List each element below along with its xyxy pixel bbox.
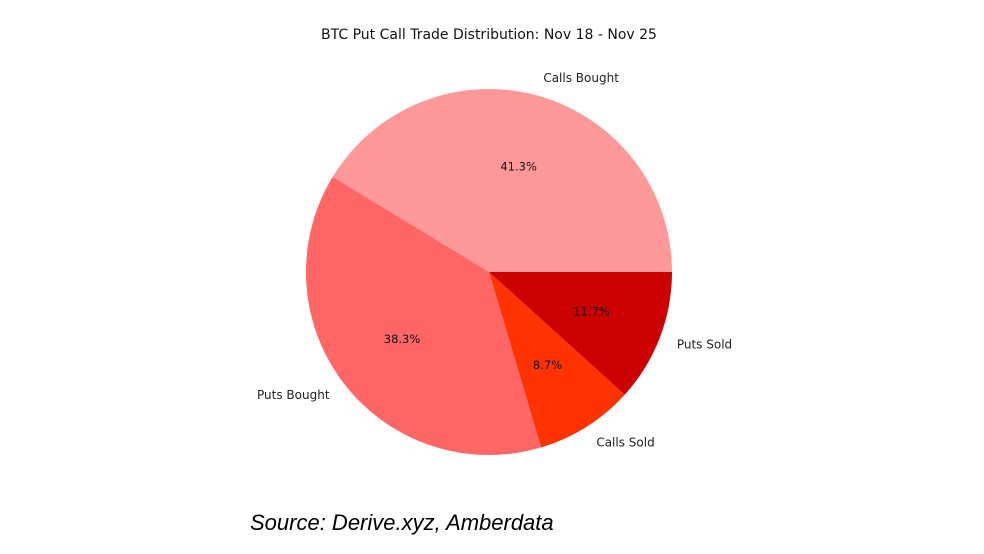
slice-label-calls-sold: Calls Sold xyxy=(596,435,654,449)
pct-label-puts-sold: 11.7% xyxy=(573,304,610,318)
pct-label-calls-bought: 41.3% xyxy=(500,159,537,173)
pie-slices xyxy=(306,89,672,456)
slice-label-puts-bought: Puts Bought xyxy=(257,388,330,402)
slice-puts-bought xyxy=(306,176,542,456)
pct-label-calls-sold: 8.7% xyxy=(533,358,562,372)
slice-calls-bought xyxy=(332,89,672,272)
pie-labels: 41.3% Calls Bought 38.3% Puts Bought 8.7% Cal… xyxy=(257,71,732,449)
slice-label-calls-bought: Calls Bought xyxy=(543,71,619,85)
slice-label-puts-sold: Puts Sold xyxy=(677,337,732,351)
slice-puts-sold xyxy=(489,272,672,395)
chart-title: BTC Put Call Trade Distribution: Nov 18 … xyxy=(321,27,657,43)
pct-label-puts-bought: 38.3% xyxy=(384,332,421,346)
source-note: Source: Derive.xyz, Amberdata xyxy=(250,510,554,535)
slice-calls-sold xyxy=(489,272,625,448)
